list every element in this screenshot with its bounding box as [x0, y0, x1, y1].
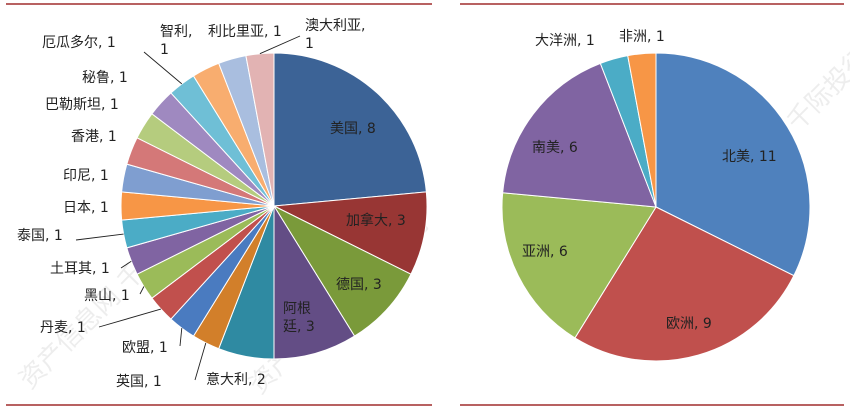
slice-label-text: 北美, 11: [722, 149, 777, 165]
leader-line: [75, 233, 124, 241]
slice-label: 欧洲, 9: [666, 316, 712, 332]
slice-label: 土耳其, 1: [50, 260, 132, 277]
slice-label-text: 巴勒斯坦, 1: [45, 97, 119, 113]
slice-label-text: 土耳其, 1: [50, 261, 110, 277]
pie-slice: [502, 62, 657, 208]
leader-line: [179, 328, 183, 347]
slice-label: 南美, 6: [532, 140, 578, 156]
slice-label: 巴勒斯坦, 1: [45, 97, 119, 113]
pie-slice: [272, 191, 428, 275]
slice-label-text: 亚洲, 6: [522, 244, 568, 260]
slice-label-text: 日本, 1: [63, 200, 109, 216]
slice-label: 黑山, 1: [84, 286, 145, 304]
slice-label-text: 加拿大, 3: [346, 212, 406, 229]
slice-label: 阿根廷, 3: [283, 301, 315, 335]
slice-label-text: 1: [160, 42, 169, 58]
slice-label: 亚洲, 6: [522, 244, 568, 260]
pie-slice: [574, 206, 795, 362]
slice-label: 智利, 1: [160, 24, 192, 58]
pie-slice: [501, 192, 657, 339]
slice-label-text: 丹麦, 1: [40, 320, 86, 336]
pie-slice: [627, 52, 657, 208]
slice-label-text: 阿根: [283, 301, 311, 317]
slice-label: 香港, 1: [71, 129, 117, 145]
slice-label: 非洲, 1: [619, 29, 665, 45]
slice-label: 泰国, 1: [17, 228, 124, 244]
slice-label: 澳大利亚, 1: [259, 18, 365, 55]
slice-label: 加拿大, 3: [346, 212, 406, 229]
slice-label: 美国, 8: [330, 121, 376, 137]
slice-label: 意大利, 2: [206, 371, 266, 388]
slice-label: 印尼, 1: [63, 168, 109, 184]
slice-label-text: 香港, 1: [71, 129, 117, 145]
slice-label-text: 黑山, 1: [84, 288, 130, 304]
slice-label-text: 德国, 3: [336, 277, 382, 293]
leader-line: [120, 260, 132, 269]
slice-label-text: 南美, 6: [532, 140, 578, 156]
slice-label-text: 厄瓜多尔, 1: [42, 34, 116, 51]
slice-label: 欧盟, 1: [122, 328, 183, 356]
slice-label: 日本, 1: [63, 200, 109, 216]
slice-label: 北美, 11: [722, 149, 777, 165]
pie-slice: [655, 52, 811, 277]
slice-label-text: 1: [305, 36, 314, 52]
slice-label: 厄瓜多尔, 1: [42, 34, 183, 85]
leader-line: [98, 308, 162, 328]
leader-line: [194, 342, 207, 381]
slice-label-text: 大洋洲, 1: [535, 33, 595, 49]
slice-label-text: 利比里亚, 1: [208, 24, 282, 40]
slice-label-text: 意大利, 2: [206, 371, 266, 388]
slice-label-text: 英国, 1: [116, 373, 162, 390]
slice-label: 德国, 3: [336, 277, 382, 293]
slice-label-text: 欧洲, 9: [666, 316, 712, 332]
leader-line: [139, 286, 145, 295]
slice-label: 大洋洲, 1: [535, 33, 595, 49]
leader-line: [259, 35, 301, 55]
slice-label: 秘鲁, 1: [82, 70, 128, 86]
pie-chart-countries: 美国, 8 加拿大, 3 德国, 3 阿根廷, 3 意大利, 2 英国, 1 欧盟, 1 丹麦…: [17, 18, 428, 390]
pie-slice: [272, 204, 412, 337]
slice-label-text: 廷, 3: [283, 319, 315, 335]
slice-label-text: 秘鲁, 1: [82, 70, 128, 86]
pie-chart-continents: 北美, 11 欧洲, 9 亚洲, 6 南美, 6 大洋洲, 1 非洲, 1: [501, 29, 811, 362]
slice-label: 丹麦, 1: [40, 308, 162, 336]
slice-label-text: 欧盟, 1: [122, 340, 168, 356]
slice-label-text: 印尼, 1: [63, 168, 109, 184]
pie-slice: [273, 52, 427, 207]
slice-label: 利比里亚, 1: [208, 24, 282, 40]
slice-label-text: 智利,: [160, 24, 192, 40]
slice-label: 英国, 1: [116, 342, 207, 390]
pie-slice: [273, 204, 356, 360]
slice-label-text: 澳大利亚,: [305, 18, 365, 34]
leader-line: [143, 51, 183, 85]
slice-label-text: 美国, 8: [330, 121, 376, 137]
slice-label-text: 泰国, 1: [17, 228, 63, 244]
slice-label-text: 非洲, 1: [619, 29, 665, 45]
